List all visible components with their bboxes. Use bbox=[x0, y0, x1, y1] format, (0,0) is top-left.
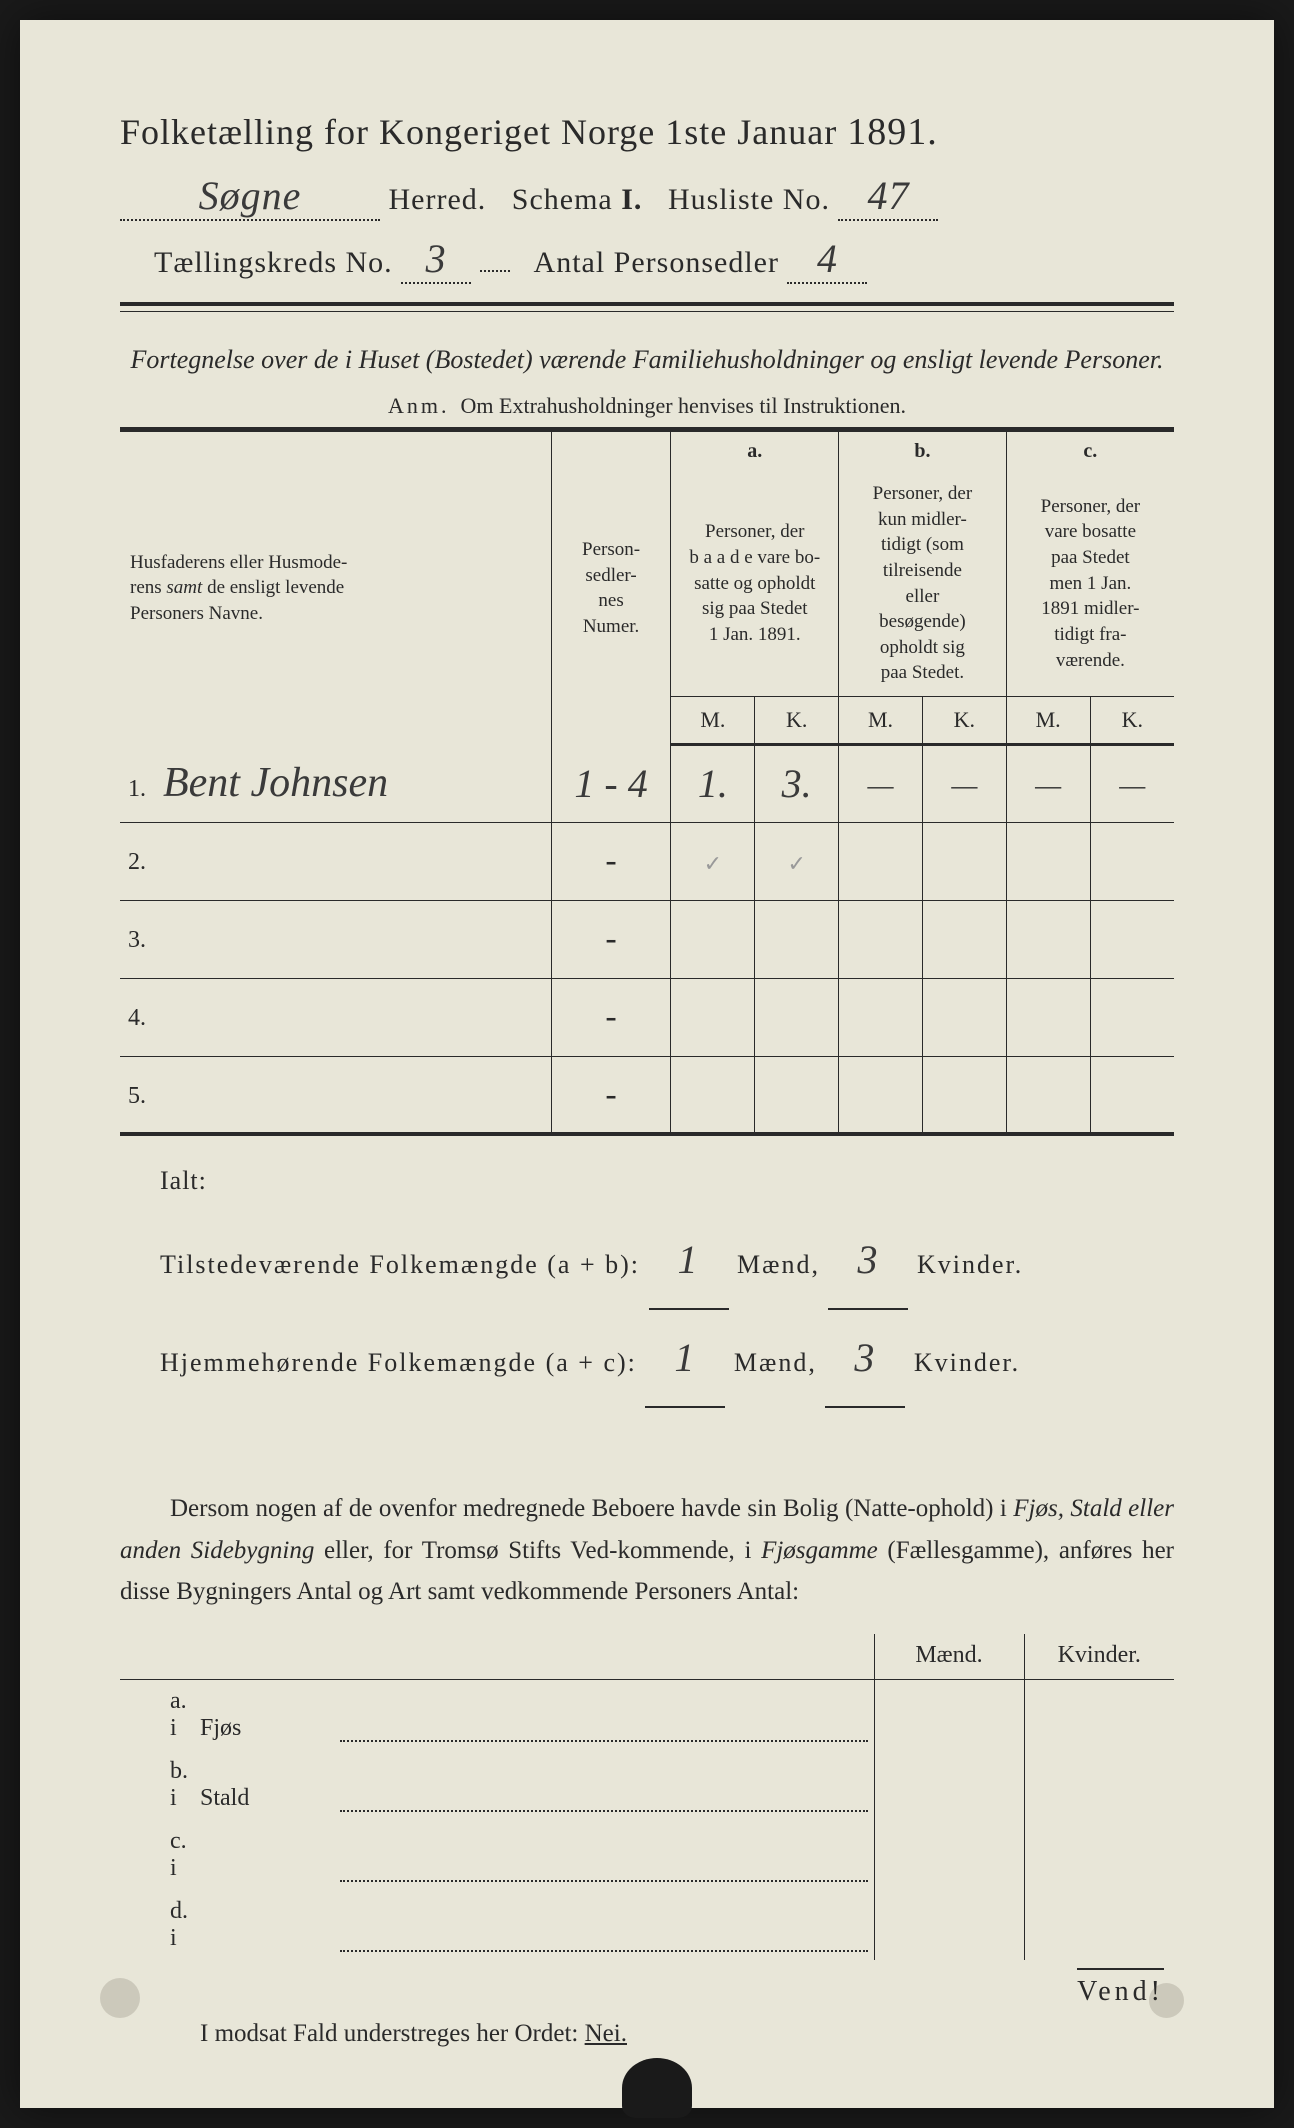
mk-header: M. bbox=[671, 697, 755, 745]
cell: - bbox=[605, 920, 616, 957]
col-b-desc: Personer, derkun midler-tidigt (somtilre… bbox=[873, 483, 972, 683]
cell: — bbox=[1119, 771, 1145, 800]
col-c-desc: Personer, dervare bosattepaa Stedetmen 1… bbox=[1041, 496, 1140, 671]
husliste-label: Husliste No. bbox=[668, 183, 830, 216]
fjos-lab: b. i bbox=[120, 1750, 194, 1820]
census-form-page: Folketælling for Kongeriget Norge 1ste J… bbox=[20, 20, 1274, 2108]
header-line-3: Tællingskreds No. 3 Antal Personsedler 4 bbox=[120, 235, 1174, 284]
building-table: Mænd. Kvinder. a. i Fjøs b. i Stald c. i… bbox=[120, 1634, 1174, 1960]
fjos-word: Stald bbox=[194, 1750, 334, 1820]
anm-label: Anm. bbox=[388, 393, 450, 418]
fjos-word: Fjøs bbox=[194, 1680, 334, 1751]
para-t1: Dersom nogen af de ovenfor medregnede Be… bbox=[170, 1495, 1013, 1522]
mk-header: K. bbox=[922, 697, 1006, 745]
ab-kvinder: 3 bbox=[857, 1237, 879, 1282]
row-num: 1. bbox=[128, 776, 146, 802]
ialt-label: Ialt: bbox=[160, 1166, 1174, 1196]
household-table: Husfaderens eller Husmode-rens samt de e… bbox=[120, 428, 1174, 1136]
page-tear bbox=[622, 2058, 692, 2118]
col-a-desc: Personer, derb a a d e vare bo-satte og … bbox=[689, 521, 820, 645]
antal-value: 4 bbox=[817, 236, 838, 281]
cell: - bbox=[605, 1076, 616, 1113]
totals-ab-label: Tilstedeværende Folkemængde (a + b): bbox=[160, 1250, 640, 1279]
herred-value: Søgne bbox=[199, 173, 302, 218]
fjos-row: c. i bbox=[120, 1820, 1174, 1890]
kvinder-header: Kvinder. bbox=[1024, 1634, 1174, 1680]
maend-header: Mænd. bbox=[874, 1634, 1024, 1680]
row-num: 5. bbox=[128, 1083, 146, 1109]
totals-block: Tilstedeværende Folkemængde (a + b): 1 M… bbox=[160, 1212, 1174, 1408]
para-i2: Fjøsgamme bbox=[761, 1537, 878, 1564]
cell: ✓ bbox=[787, 851, 805, 876]
col-a-label: a. bbox=[671, 430, 839, 471]
cell: — bbox=[951, 771, 977, 800]
maend-label: Mænd, bbox=[734, 1348, 817, 1377]
kreds-value: 3 bbox=[426, 236, 447, 281]
table-row: 1. Bent Johnsen 1 - 4 1. 3. — — — — bbox=[120, 744, 1174, 822]
ab-maend: 1 bbox=[678, 1237, 700, 1282]
fjos-row: d. i bbox=[120, 1890, 1174, 1960]
anm-text: Om Extrahusholdninger henvises til Instr… bbox=[461, 393, 906, 418]
row-num: 3. bbox=[128, 927, 146, 953]
col-c-label: c. bbox=[1006, 430, 1174, 471]
header-rule bbox=[120, 302, 1174, 312]
instruction-paragraph: Dersom nogen af de ovenfor medregnede Be… bbox=[120, 1488, 1174, 1612]
herred-label: Herred. bbox=[389, 183, 487, 216]
person-name: Bent Johnsen bbox=[163, 760, 388, 806]
cell: — bbox=[868, 771, 894, 800]
title-year: 1891. bbox=[847, 111, 938, 153]
smudge bbox=[1149, 1983, 1184, 2018]
ac-maend: 1 bbox=[674, 1335, 696, 1380]
husliste-value: 47 bbox=[867, 173, 909, 218]
schema-num: I. bbox=[621, 183, 642, 216]
ac-kvinder: 3 bbox=[854, 1335, 876, 1380]
fjos-lab: c. i bbox=[120, 1820, 194, 1890]
nei-word: Nei. bbox=[585, 2020, 627, 2047]
cell: 1. bbox=[698, 761, 728, 806]
cell: 1 - 4 bbox=[574, 761, 647, 806]
mk-header: K. bbox=[755, 697, 839, 745]
mk-header: K. bbox=[1090, 697, 1174, 745]
table-row: 5. - bbox=[120, 1056, 1174, 1134]
row-num: 4. bbox=[128, 1005, 146, 1031]
col-b-label: b. bbox=[839, 430, 1007, 471]
fjos-lab: a. i bbox=[120, 1680, 194, 1751]
fjos-row: b. i Stald bbox=[120, 1750, 1174, 1820]
cell: - bbox=[605, 998, 616, 1035]
kvinder-label: Kvinder. bbox=[914, 1348, 1020, 1377]
header-line-2: Søgne Herred. Schema I. Husliste No. 47 bbox=[120, 172, 1174, 221]
antal-label: Antal Personsedler bbox=[534, 246, 779, 279]
table-row: 3. - bbox=[120, 900, 1174, 978]
fjos-row: a. i Fjøs bbox=[120, 1680, 1174, 1751]
subtitle: Fortegnelse over de i Huset (Bostedet) v… bbox=[120, 340, 1174, 379]
kreds-label: Tællingskreds No. bbox=[154, 246, 393, 279]
table-row: 4. - bbox=[120, 978, 1174, 1056]
cell: - bbox=[605, 842, 616, 879]
nei-text: I modsat Fald understreges her Ordet: bbox=[200, 2020, 585, 2047]
row-num: 2. bbox=[128, 849, 146, 875]
title-prefix: Folketælling for Kongeriget Norge 1ste J… bbox=[120, 112, 837, 152]
kvinder-label: Kvinder. bbox=[917, 1250, 1023, 1279]
maend-label: Mænd, bbox=[737, 1250, 820, 1279]
schema-label: Schema bbox=[512, 183, 613, 216]
nei-line: I modsat Fald understreges her Ordet: Ne… bbox=[120, 2020, 1174, 2048]
mk-header: M. bbox=[839, 697, 923, 745]
cell: — bbox=[1035, 771, 1061, 800]
fjos-lab: d. i bbox=[120, 1890, 194, 1960]
mk-header: M. bbox=[1006, 697, 1090, 745]
smudge bbox=[100, 1978, 140, 2018]
col-name-header: Husfaderens eller Husmode-rens samt de e… bbox=[130, 552, 347, 624]
annotation-line: Anm. Om Extrahusholdninger henvises til … bbox=[120, 393, 1174, 419]
col-pers-header: Person-sedler-nesNumer. bbox=[582, 539, 640, 637]
table-row: 2. - ✓ ✓ bbox=[120, 822, 1174, 900]
para-t2: eller, for Tromsø Stifts Ved-kommende, i bbox=[314, 1537, 761, 1564]
cell: ✓ bbox=[704, 851, 722, 876]
cell: 3. bbox=[782, 761, 812, 806]
title-line: Folketælling for Kongeriget Norge 1ste J… bbox=[120, 110, 1174, 154]
totals-ac-label: Hjemmehørende Folkemængde (a + c): bbox=[160, 1348, 637, 1377]
